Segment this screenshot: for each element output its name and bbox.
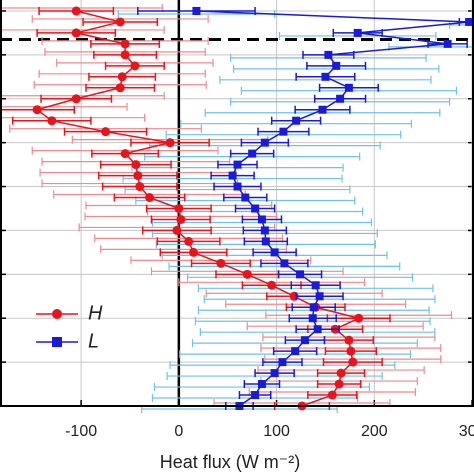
- marker: [318, 105, 327, 114]
- marker: [192, 6, 201, 15]
- marker: [346, 346, 356, 356]
- marker: [257, 215, 266, 224]
- marker: [309, 303, 318, 312]
- marker: [348, 357, 358, 367]
- marker: [184, 236, 194, 246]
- marker: [311, 281, 320, 290]
- marker: [327, 390, 337, 400]
- marker: [120, 149, 130, 159]
- marker: [228, 171, 237, 180]
- marker: [291, 347, 300, 356]
- marker: [216, 258, 226, 268]
- marker: [270, 248, 279, 257]
- marker: [465, 17, 474, 26]
- marker: [336, 94, 345, 103]
- marker: [344, 335, 354, 345]
- marker: [133, 171, 143, 181]
- marker: [242, 269, 252, 279]
- legend-marker: [52, 309, 62, 319]
- marker: [260, 226, 269, 235]
- x-tick-label: 0: [174, 423, 183, 440]
- marker: [32, 105, 42, 115]
- marker: [117, 72, 127, 82]
- x-axis-label: Heat flux (W m⁻²): [160, 452, 301, 472]
- marker: [313, 325, 322, 334]
- marker: [251, 204, 260, 213]
- x-tick-label: -100: [65, 423, 97, 440]
- marker: [354, 313, 364, 323]
- marker: [292, 116, 301, 125]
- marker: [279, 127, 288, 136]
- marker: [251, 391, 260, 400]
- marker: [261, 237, 270, 246]
- marker: [47, 116, 57, 126]
- marker: [176, 214, 186, 224]
- legend-label: L: [88, 330, 99, 352]
- marker: [308, 314, 317, 323]
- marker: [315, 292, 324, 301]
- marker: [115, 17, 125, 27]
- marker: [233, 182, 242, 191]
- marker: [336, 368, 346, 378]
- legend-marker: [52, 337, 62, 347]
- marker: [257, 380, 266, 389]
- marker: [300, 336, 309, 345]
- marker: [332, 61, 341, 70]
- marker: [334, 379, 344, 389]
- marker: [174, 203, 184, 213]
- marker: [353, 28, 362, 37]
- marker: [101, 127, 111, 137]
- marker: [120, 50, 130, 60]
- marker: [321, 72, 330, 81]
- marker: [120, 39, 130, 49]
- marker: [443, 39, 452, 48]
- marker: [260, 138, 269, 147]
- marker: [248, 149, 257, 158]
- marker: [189, 247, 199, 257]
- marker: [71, 94, 81, 104]
- marker: [172, 225, 182, 235]
- marker: [233, 160, 242, 169]
- x-tick-label: 100: [263, 423, 290, 440]
- marker: [130, 61, 140, 71]
- marker: [241, 193, 250, 202]
- marker: [296, 270, 305, 279]
- marker: [344, 83, 353, 92]
- x-tick-label: 300: [459, 423, 474, 440]
- marker: [135, 182, 145, 192]
- legend-label: H: [88, 302, 103, 324]
- marker: [131, 160, 141, 170]
- marker: [280, 259, 289, 268]
- marker: [278, 358, 287, 367]
- marker: [115, 83, 125, 93]
- marker: [145, 193, 155, 203]
- marker: [71, 28, 81, 38]
- marker: [270, 369, 279, 378]
- marker: [267, 280, 277, 290]
- marker: [324, 50, 333, 59]
- marker: [165, 138, 175, 148]
- marker: [71, 6, 81, 16]
- x-tick-label: 200: [361, 423, 388, 440]
- plot-frame: [0, 0, 474, 407]
